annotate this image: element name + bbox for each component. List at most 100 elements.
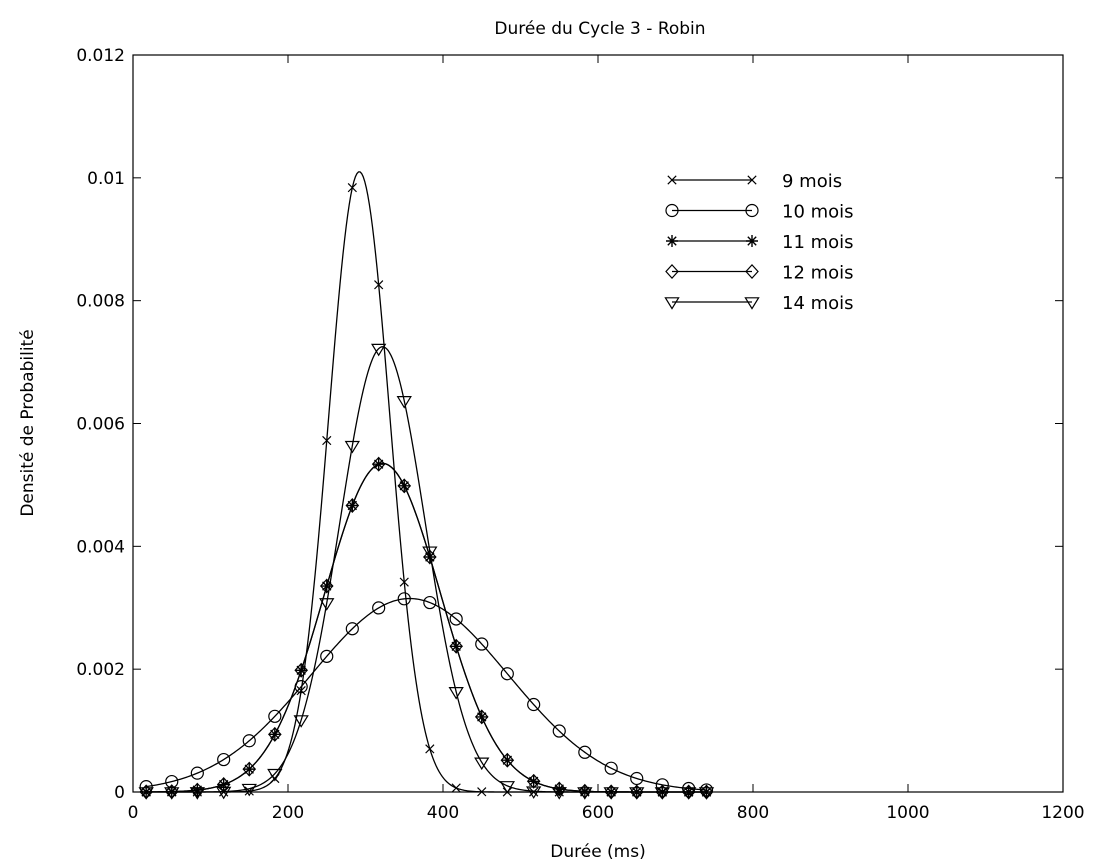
- data-point: [319, 578, 334, 594]
- data-point: [449, 612, 463, 626]
- y-tick-label: 0.002: [76, 660, 125, 680]
- data-point: [698, 787, 715, 800]
- data-point: [529, 787, 539, 797]
- series-line: [146, 462, 706, 793]
- data-point: [451, 783, 461, 793]
- legend-marker: [664, 297, 680, 310]
- data-point: [319, 598, 335, 611]
- x-tick-label: 0: [128, 803, 139, 823]
- plot-area: [132, 54, 1064, 793]
- data-point: [423, 595, 437, 610]
- data-point: [344, 440, 360, 454]
- data-point: [242, 761, 257, 777]
- x-tick-label: 400: [427, 803, 459, 823]
- data-point: [551, 787, 567, 800]
- data-point: [189, 787, 205, 800]
- data-point: [293, 715, 309, 728]
- series-line: [146, 462, 706, 793]
- data-point: [267, 768, 283, 782]
- data-point: [654, 787, 670, 800]
- legend-label: 9 mois: [782, 171, 842, 192]
- data-point: [500, 667, 514, 681]
- data-point: [396, 396, 412, 409]
- x-tick-label: 1000: [886, 803, 929, 823]
- x-tick-label: 800: [737, 803, 769, 823]
- series-14-mois: [138, 343, 715, 800]
- legend-marker: [666, 235, 678, 247]
- legend-item: 12 mois: [665, 263, 854, 284]
- data-point: [423, 549, 437, 565]
- series-layer: [138, 171, 715, 800]
- data-point: [371, 343, 387, 357]
- legend-item: 14 mois: [664, 293, 854, 314]
- data-point: [294, 662, 308, 678]
- data-point: [577, 787, 593, 800]
- data-point: [397, 592, 411, 606]
- legend-marker: [747, 175, 757, 185]
- axis-ticks: 0 200 400 600 800 1000 1200 0 0.002 0.004 0.006 0.0…: [76, 46, 1084, 823]
- y-tick-label: 0.004: [76, 537, 125, 557]
- data-point: [474, 757, 490, 771]
- data-point: [372, 601, 386, 615]
- data-point: [552, 724, 566, 738]
- data-point: [190, 766, 204, 780]
- legend-label: 10 mois: [782, 202, 854, 223]
- data-point: [425, 744, 435, 754]
- y-axis-label: Densité de Probabilité: [18, 329, 38, 516]
- data-point: [474, 709, 489, 725]
- legend-marker: [665, 264, 679, 279]
- data-point: [527, 697, 541, 712]
- data-point: [374, 280, 384, 290]
- data-point: [499, 781, 515, 794]
- series-line: [146, 171, 706, 793]
- data-point: [322, 435, 332, 446]
- data-point: [552, 781, 567, 797]
- series-line: [146, 346, 706, 793]
- series-line: [146, 597, 706, 791]
- data-point: [630, 771, 644, 786]
- data-point: [700, 786, 713, 798]
- x-tick-label: 1200: [1041, 803, 1084, 823]
- data-point: [296, 686, 306, 696]
- data-point: [216, 786, 232, 800]
- data-point: [578, 745, 592, 759]
- data-point: [399, 577, 409, 587]
- legend-marker: [746, 235, 758, 247]
- data-point: [347, 183, 357, 193]
- legend: 9 mois 10 mois 11 mois 12 mois 14 mois: [664, 171, 854, 314]
- data-point: [477, 787, 487, 797]
- legend-marker: [745, 203, 759, 218]
- data-point: [140, 785, 153, 798]
- data-point: [345, 622, 359, 636]
- data-point: [604, 761, 618, 775]
- data-point: [449, 638, 463, 654]
- x-tick-label: 200: [272, 803, 304, 823]
- series-11-mois: [140, 458, 713, 798]
- series-9-mois: [141, 171, 712, 797]
- legend-item: 9 mois: [667, 171, 842, 192]
- x-axis-label: Durée (ms): [550, 842, 645, 862]
- legend-marker: [667, 175, 677, 185]
- data-point: [138, 787, 154, 800]
- data-point: [526, 786, 542, 799]
- series-10-mois: [139, 592, 714, 797]
- x-tick-label: 600: [582, 803, 614, 823]
- y-tick-label: 0.01: [87, 169, 125, 189]
- data-point: [320, 649, 334, 663]
- y-tick-label: 0.006: [76, 415, 125, 435]
- data-point: [242, 734, 256, 748]
- data-point: [526, 773, 541, 789]
- y-tick-label: 0: [114, 783, 125, 803]
- series-12-mois: [139, 456, 714, 800]
- data-point: [371, 456, 386, 472]
- data-point: [397, 478, 412, 494]
- data-point: [164, 787, 180, 800]
- y-tick-label: 0.008: [76, 292, 125, 312]
- data-point: [629, 787, 645, 800]
- y-tick-label: 0.012: [76, 46, 125, 66]
- legend-label: 14 mois: [782, 293, 854, 314]
- data-point: [681, 787, 697, 800]
- legend-item: 11 mois: [666, 232, 854, 253]
- data-point: [217, 752, 231, 767]
